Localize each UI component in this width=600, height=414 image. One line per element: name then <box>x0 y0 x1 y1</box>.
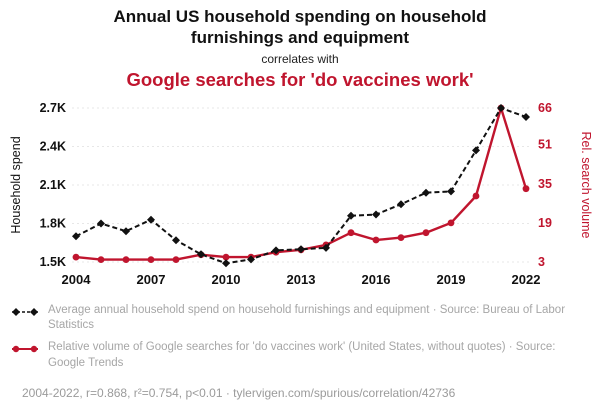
legend-item-spend: Average annual household spend on househ… <box>10 303 586 333</box>
left-tick-label: 2.7K <box>40 101 66 115</box>
spend-series-point <box>247 255 255 264</box>
x-tick-label: 2010 <box>212 272 241 287</box>
spend-series-point <box>372 210 380 219</box>
spend-series-point <box>147 215 155 224</box>
search-series-point <box>372 236 380 244</box>
spend-series-point <box>472 146 480 155</box>
spend-series-marker-icon <box>12 308 38 316</box>
left-tick-label: 1.5K <box>40 255 66 269</box>
spend-series-point <box>347 211 355 220</box>
x-tick-label: 2022 <box>512 272 541 287</box>
search-series-marker-icon <box>12 346 38 353</box>
spend-series-point <box>222 259 230 268</box>
x-tick-label: 2013 <box>287 272 316 287</box>
right-tick-label: 66 <box>538 101 552 115</box>
spend-series-point <box>72 232 80 241</box>
search-series-point <box>422 229 430 237</box>
spend-series-point <box>522 113 530 121</box>
left-tick-label: 2.1K <box>40 178 66 192</box>
spend-series-point <box>172 236 180 245</box>
search-series-point <box>347 229 355 237</box>
right-tick-label: 51 <box>538 138 552 152</box>
search-series-line <box>75 106 528 261</box>
spend-series-point <box>297 245 305 254</box>
right-tick-label: 19 <box>538 216 552 230</box>
spend-series-point <box>447 187 455 196</box>
spend-series-point <box>97 219 105 228</box>
left-tick-label: 2.4K <box>40 140 66 154</box>
search-series-point <box>172 256 180 263</box>
search-series-point <box>222 253 230 261</box>
x-tick-label: 2016 <box>362 272 391 287</box>
secondary-title: Google searches for 'do vaccines work' <box>126 69 474 90</box>
search-series-point <box>447 219 455 227</box>
spend-series-line <box>75 107 527 265</box>
spend-series-point <box>272 246 280 255</box>
search-series-point <box>122 256 130 263</box>
spend-series-point <box>197 250 205 259</box>
search-series-point <box>97 256 105 263</box>
search-series-point <box>522 185 530 193</box>
spend-series-point <box>322 243 330 252</box>
spend-series-point <box>422 188 430 197</box>
x-tick-label: 2007 <box>137 272 166 287</box>
x-tick-label: 2019 <box>437 272 466 287</box>
footer-stats: 2004-2022, r=0.868, r²=0.754, p<0.01 · t… <box>22 386 456 400</box>
legend-label-spend: Average annual household spend on househ… <box>48 304 566 332</box>
search-series-point <box>472 192 480 200</box>
correlates-with-text: correlates with <box>261 52 339 66</box>
right-tick-label: 3 <box>538 255 545 269</box>
legend-label-search: Relative volume of Google searches for '… <box>48 341 556 369</box>
spend-series-point <box>397 200 405 209</box>
legend: Average annual household spend on househ… <box>10 303 586 378</box>
spend-series-point <box>497 104 505 112</box>
chart-title: Annual US household spending on househol… <box>113 7 487 48</box>
search-series-point <box>147 256 155 263</box>
x-tick-label: 2004 <box>62 272 92 287</box>
search-series-point <box>72 253 80 261</box>
search-series-point <box>397 234 405 242</box>
spend-series-point <box>122 227 130 236</box>
right-tick-label: 35 <box>538 177 552 191</box>
left-tick-label: 1.8K <box>40 217 66 231</box>
chart-plot-area: 1.5K 1.8K 2.1K 2.4K 2.7K 3 19 35 51 66 2004 2007 201… <box>40 101 552 287</box>
legend-item-search: Relative volume of Google searches for '… <box>10 340 586 370</box>
